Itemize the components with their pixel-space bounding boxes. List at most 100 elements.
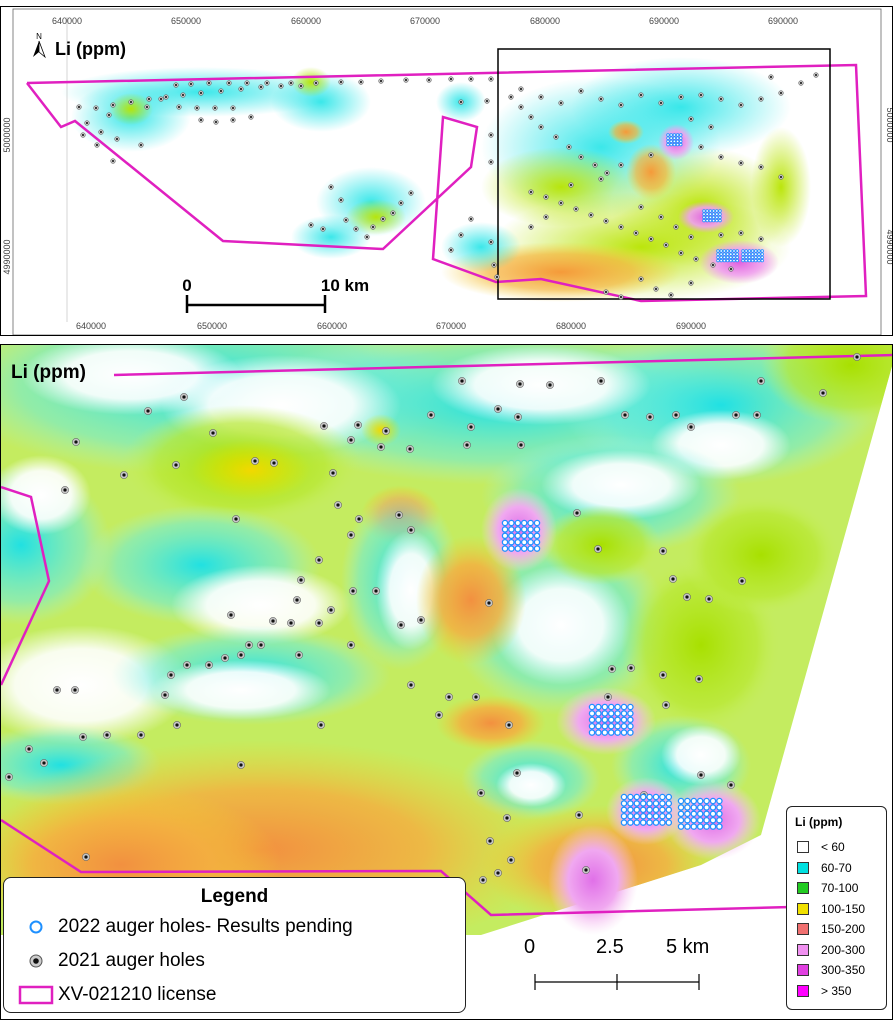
detail-scale-bar: 0 2.5 5 km [520, 936, 720, 996]
auger-hole-2022 [744, 252, 748, 256]
auger-hole-2022 [627, 793, 634, 801]
auger-hole-2021-center [163, 693, 167, 697]
detail-2021-holes [5, 353, 861, 887]
auger-hole-2022 [741, 255, 745, 260]
legend-item-2022-holes: 2022 auger holes- Results pending [14, 914, 353, 940]
auger-hole-2022 [715, 215, 719, 220]
auger-hole-2021-center [465, 443, 469, 447]
auger-hole-2022 [684, 797, 691, 805]
auger-hole-2022 [732, 252, 736, 256]
scale-label-5km: 5 km [666, 936, 710, 958]
auger-hole-2022 [520, 526, 528, 533]
auger-hole-2021-center [139, 733, 143, 737]
auger-hole-2021-center [649, 153, 653, 157]
auger-hole-2021-center [619, 295, 623, 299]
auger-hole-2021-center [314, 81, 318, 85]
class-swatch [797, 923, 809, 935]
auger-hole-2021-center [469, 425, 473, 429]
auger-hole-2022 [708, 212, 713, 216]
auger-hole-2022 [620, 800, 628, 807]
auger-hole-2022 [501, 538, 509, 546]
auger-hole-2022 [639, 800, 647, 807]
auger-hole-2022 [607, 729, 615, 736]
auger-hole-2021-center [409, 528, 413, 532]
auger-hole-2021-center [384, 429, 388, 433]
auger-hole-2022 [620, 806, 628, 814]
auger-hole-2021-center [739, 161, 743, 165]
auger-hole-2021-center [739, 231, 743, 235]
auger-hole-2021-center [429, 413, 433, 417]
auger-hole-2021-center [610, 667, 614, 671]
auger-hole-2021-center [181, 93, 185, 97]
auger-hole-2021-center [689, 281, 693, 285]
x-tick-label: 690000 [768, 16, 798, 26]
auger-hole-2022 [659, 812, 666, 820]
auger-hole-2022 [514, 545, 522, 552]
auger-hole-2021-center [77, 105, 81, 109]
auger-hole-2021-center [604, 219, 608, 223]
auger-hole-2021-center [211, 431, 215, 435]
auger-hole-2022 [508, 532, 515, 540]
auger-hole-2021-center [63, 488, 67, 492]
auger-hole-2022 [646, 806, 653, 814]
auger-hole-2022 [716, 797, 723, 805]
auger-hole-2022 [729, 255, 733, 260]
auger-hole-2021-center [339, 80, 343, 84]
auger-hole-2022 [520, 538, 528, 546]
auger-hole-2021-center [584, 868, 588, 872]
class-legend-row: > 350 [797, 983, 851, 999]
x-tick-label: 640000 [76, 321, 106, 331]
auger-hole-2022 [588, 710, 596, 717]
auger-hole-2022 [703, 797, 710, 805]
auger-hole-2022 [725, 249, 730, 253]
auger-hole-2021-center [505, 816, 509, 820]
auger-hole-2022 [627, 812, 634, 820]
auger-hole-2021-center [404, 78, 408, 82]
auger-hole-2021-center [711, 263, 715, 267]
north-arrow-icon [33, 40, 46, 59]
auger-hole-2022 [696, 816, 704, 824]
overview-2021-holes [76, 72, 819, 300]
auger-hole-2021-center [379, 79, 383, 83]
auger-hole-2021-center [579, 89, 583, 93]
auger-hole-2021-center [177, 105, 181, 109]
auger-hole-2022 [508, 538, 515, 546]
auger-hole-2021-center [253, 459, 257, 463]
auger-hole-2022 [702, 215, 706, 220]
auger-hole-2021-center [629, 666, 633, 670]
auger-hole-2022 [601, 703, 609, 711]
auger-hole-2021-center [309, 223, 313, 227]
auger-hole-2022 [614, 710, 621, 717]
legend-title: Legend [200, 886, 269, 907]
auger-hole-2022 [719, 249, 723, 253]
auger-hole-2022 [741, 252, 745, 256]
auger-hole-2021-center [729, 267, 733, 271]
auger-hole-2022 [702, 218, 706, 223]
north-label: N [36, 32, 42, 41]
x-tick-label: 660000 [291, 16, 321, 26]
auger-hole-2022 [669, 133, 673, 137]
auger-hole-2022 [607, 716, 615, 724]
auger-hole-2022 [633, 806, 641, 814]
auger-hole-2021-center [169, 673, 173, 677]
auger-hole-2022 [646, 819, 653, 826]
inset-extent-frame [497, 48, 831, 300]
auger-hole-2021-center [619, 103, 623, 107]
auger-hole-2021-center [539, 125, 543, 129]
auger-hole-2021-center [231, 106, 235, 110]
auger-hole-2021-center [247, 643, 251, 647]
auger-hole-2021-center [577, 813, 581, 817]
auger-hole-2022 [601, 729, 609, 736]
auger-hole-2022 [690, 823, 698, 830]
auger-hole-2022 [595, 722, 602, 730]
auger-hole-2021-center [679, 251, 683, 255]
auger-hole-2021-center [509, 95, 513, 99]
auger-hole-2022 [677, 810, 685, 818]
auger-hole-2022 [588, 729, 596, 736]
auger-hole-2022 [595, 729, 602, 736]
auger-hole-2021-center [799, 81, 803, 85]
auger-hole-2021-center [207, 663, 211, 667]
auger-hole-2022 [696, 804, 704, 811]
auger-hole-2021-center [489, 240, 493, 244]
auger-hole-2021-center [339, 198, 343, 202]
